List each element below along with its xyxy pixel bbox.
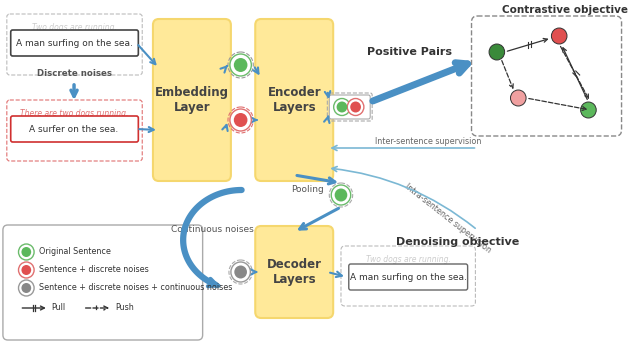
Text: Discrete noises: Discrete noises <box>36 69 111 78</box>
Circle shape <box>19 262 34 278</box>
Circle shape <box>552 28 567 44</box>
Circle shape <box>333 98 350 116</box>
Text: Pooling: Pooling <box>291 186 323 194</box>
FancyBboxPatch shape <box>153 19 231 181</box>
Text: Sentence + discrete noises: Sentence + discrete noises <box>39 265 148 274</box>
Text: A man surfing on the sea.: A man surfing on the sea. <box>15 38 132 47</box>
Text: Intra-sentence supervision: Intra-sentence supervision <box>403 181 493 255</box>
Text: There are two dogs running.: There are two dogs running. <box>20 108 128 118</box>
Text: Positive Pairs: Positive Pairs <box>367 47 452 57</box>
Circle shape <box>511 90 526 106</box>
Circle shape <box>21 283 31 293</box>
Text: Decoder
Layers: Decoder Layers <box>267 258 322 286</box>
FancyBboxPatch shape <box>255 19 333 181</box>
Text: Pull: Pull <box>52 304 66 312</box>
Circle shape <box>19 280 34 296</box>
Circle shape <box>350 102 361 113</box>
Text: A surfer on the sea.: A surfer on the sea. <box>29 125 118 133</box>
Text: Contrastive objective: Contrastive objective <box>502 5 628 15</box>
Text: Encoder
Layers: Encoder Layers <box>268 86 321 114</box>
Circle shape <box>337 102 348 113</box>
Circle shape <box>230 109 252 131</box>
Text: Inter-sentence supervision: Inter-sentence supervision <box>376 137 482 145</box>
Circle shape <box>21 247 31 257</box>
Text: Sentence + discrete noises + continuous noises: Sentence + discrete noises + continuous … <box>39 284 232 293</box>
FancyBboxPatch shape <box>472 16 621 136</box>
Text: Denoising objective: Denoising objective <box>396 237 520 247</box>
Circle shape <box>234 265 247 279</box>
Circle shape <box>234 58 248 72</box>
FancyBboxPatch shape <box>11 116 138 142</box>
Circle shape <box>21 265 31 275</box>
Circle shape <box>335 189 348 201</box>
Text: A man surfing on the sea.: A man surfing on the sea. <box>350 272 467 282</box>
FancyBboxPatch shape <box>11 30 138 56</box>
Circle shape <box>332 185 351 205</box>
Text: Embedding
Layer: Embedding Layer <box>155 86 229 114</box>
Circle shape <box>348 98 364 116</box>
Circle shape <box>231 262 250 282</box>
Circle shape <box>234 113 248 127</box>
Circle shape <box>230 54 252 76</box>
FancyBboxPatch shape <box>341 246 476 306</box>
FancyBboxPatch shape <box>7 14 142 75</box>
Text: Push: Push <box>115 304 134 312</box>
FancyBboxPatch shape <box>7 100 142 161</box>
Text: Original Sentence: Original Sentence <box>39 248 111 257</box>
Circle shape <box>489 44 505 60</box>
FancyBboxPatch shape <box>330 95 370 119</box>
Text: Two dogs are running.: Two dogs are running. <box>366 256 451 264</box>
Text: Two dogs are running.: Two dogs are running. <box>31 23 116 32</box>
FancyBboxPatch shape <box>255 226 333 318</box>
Text: Continuous noises: Continuous noises <box>171 225 253 235</box>
Circle shape <box>580 102 596 118</box>
Circle shape <box>19 244 34 260</box>
FancyBboxPatch shape <box>349 264 468 290</box>
FancyBboxPatch shape <box>3 225 203 340</box>
